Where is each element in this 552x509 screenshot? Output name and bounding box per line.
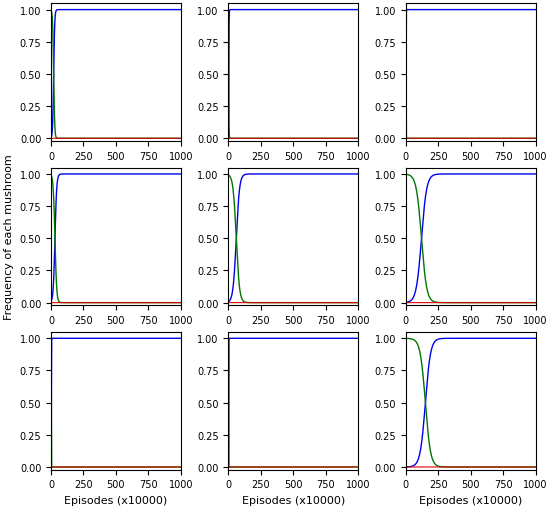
- X-axis label: Episodes (x10000): Episodes (x10000): [419, 495, 522, 505]
- Y-axis label: Frequency of each mushroom: Frequency of each mushroom: [4, 154, 14, 320]
- X-axis label: Episodes (x10000): Episodes (x10000): [242, 495, 345, 505]
- X-axis label: Episodes (x10000): Episodes (x10000): [64, 495, 167, 505]
